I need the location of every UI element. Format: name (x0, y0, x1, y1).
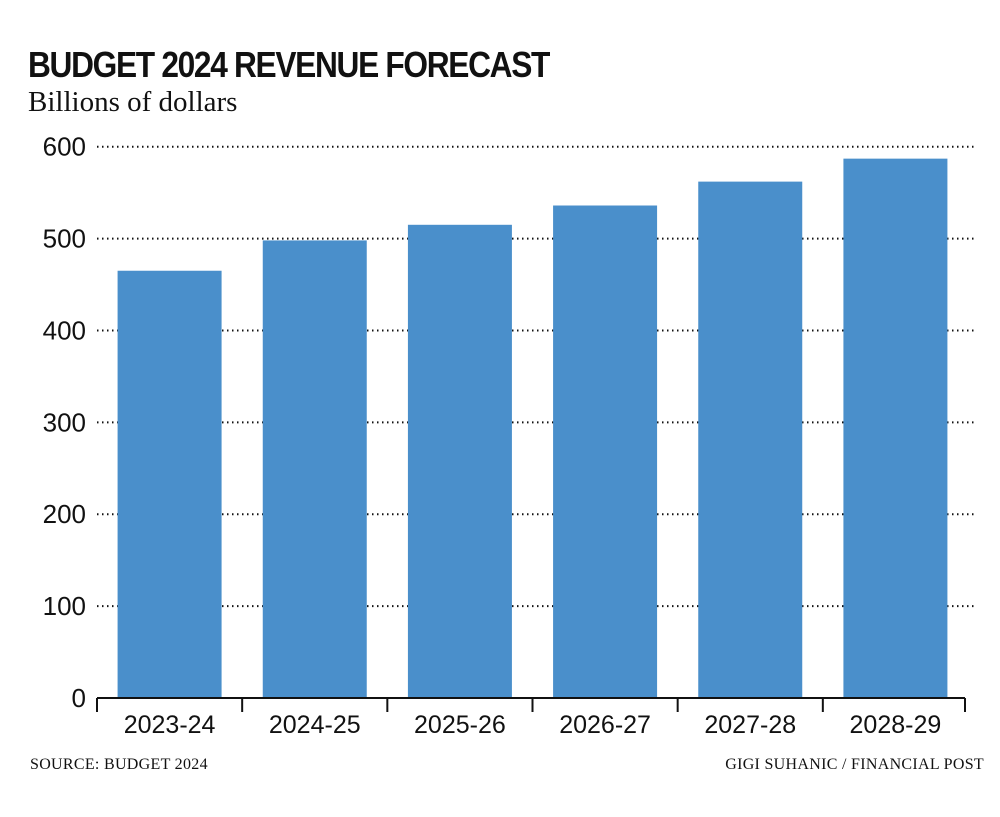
chart-subtitle: Billions of dollars (28, 86, 238, 118)
x-tick-label: 2025-26 (414, 711, 506, 739)
y-tick-label: 200 (43, 499, 86, 529)
source-note: SOURCE: BUDGET 2024 (30, 756, 208, 773)
credit-note: GIGI SUHANIC / FINANCIAL POST (725, 756, 984, 773)
y-tick-label: 400 (43, 315, 86, 345)
x-tick-label: 2026-27 (559, 711, 651, 739)
bar-2027-28 (698, 181, 803, 698)
bar-2023-24 (117, 270, 222, 698)
bar-2024-25 (262, 240, 367, 698)
y-tick-label: 0 (72, 683, 86, 713)
bar-2026-27 (553, 205, 658, 698)
x-tick-label: 2028-29 (850, 711, 942, 739)
bar-2025-26 (407, 224, 512, 698)
y-tick-label: 500 (43, 224, 86, 254)
bar-2028-29 (843, 158, 948, 698)
y-tick-label: 100 (43, 591, 86, 621)
y-tick-label: 600 (43, 132, 86, 162)
y-tick-label: 300 (43, 407, 86, 437)
x-tick-label: 2023-24 (124, 711, 216, 739)
x-tick-label: 2027-28 (704, 711, 796, 739)
x-tick-label: 2024-25 (269, 711, 361, 739)
chart-title: BUDGET 2024 REVENUE FORECAST (28, 44, 550, 85)
